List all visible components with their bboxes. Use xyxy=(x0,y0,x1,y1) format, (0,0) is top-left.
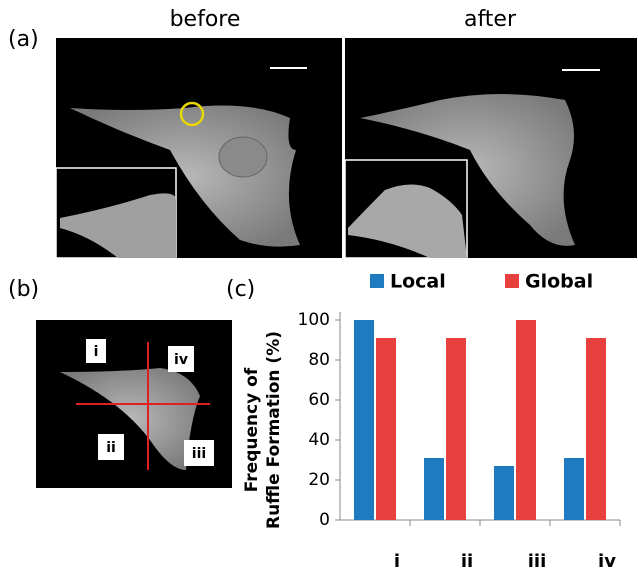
bar xyxy=(516,320,536,520)
bar xyxy=(354,320,374,520)
x-tick-label: iv xyxy=(598,551,616,572)
quadrant-label: iv xyxy=(174,352,188,368)
y-tick-label: 100 xyxy=(298,310,330,330)
x-tick-label: ii xyxy=(461,551,473,572)
image-label: before xyxy=(170,7,241,32)
bar xyxy=(446,338,466,520)
y-tick-label: 60 xyxy=(308,390,330,410)
panel-label: (b) xyxy=(8,277,39,302)
figure: (a) before after (b) i iv ii iii (c) 020… xyxy=(0,0,638,572)
quadrant-image xyxy=(36,320,232,488)
bar xyxy=(564,458,584,520)
quadrant-label: i xyxy=(94,344,99,360)
bar xyxy=(424,458,444,520)
panel-label: (a) xyxy=(8,27,39,52)
legend-label: Local xyxy=(390,271,446,293)
y-axis-label: Frequency of xyxy=(242,367,262,492)
bar xyxy=(376,338,396,520)
bar xyxy=(494,466,514,520)
bar xyxy=(586,338,606,520)
before-image xyxy=(56,38,342,258)
legend-swatch xyxy=(370,274,384,288)
y-axis-label: Ruffle Formation (%) xyxy=(264,331,284,529)
legend-swatch xyxy=(505,274,519,288)
quadrant-label: iii xyxy=(192,446,206,462)
image-label: after xyxy=(464,7,517,32)
quadrant-label: ii xyxy=(106,440,116,456)
y-tick-label: 0 xyxy=(319,510,330,530)
x-tick-label: iii xyxy=(528,551,547,572)
y-tick-label: 20 xyxy=(308,470,330,490)
y-tick-label: 40 xyxy=(308,430,330,450)
y-tick-label: 80 xyxy=(308,350,330,370)
after-image xyxy=(345,38,637,258)
legend-label: Global xyxy=(525,271,593,293)
panel-label: (c) xyxy=(226,277,255,302)
x-tick-label: i xyxy=(394,551,400,572)
